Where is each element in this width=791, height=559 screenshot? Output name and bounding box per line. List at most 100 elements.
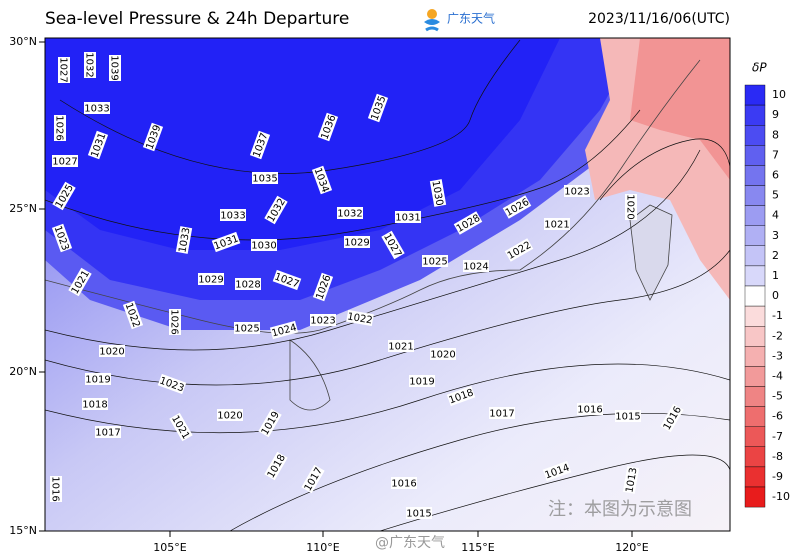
- isobar-label-bg: [430, 348, 456, 360]
- isobar-label-bg: [217, 409, 243, 421]
- isobar-label-bg: [264, 451, 288, 481]
- isobar-label-text: 1017: [95, 428, 120, 439]
- colorbar-cell: [744, 426, 766, 448]
- isobar-label-text: 1025: [234, 324, 259, 335]
- isobar-label-text: 1026: [169, 309, 180, 334]
- isobar-label-bg: [337, 207, 363, 219]
- isobar-label-text: 1020: [99, 347, 124, 358]
- isobar-label-bg: [87, 130, 109, 160]
- isobar-label-bg: [84, 52, 96, 78]
- lon-label: 115°E: [461, 541, 494, 554]
- isobar-label-text: 1019: [409, 377, 434, 388]
- lat-label: 30°N: [9, 35, 37, 48]
- isobar-label-bg: [446, 385, 476, 407]
- colorbar-cell: [744, 185, 766, 206]
- isobar-label-bg: [249, 130, 271, 160]
- colorbar-tick: 4: [772, 209, 779, 222]
- isobar-label-bg: [264, 195, 288, 225]
- colorbar-tick: -7: [772, 430, 783, 443]
- isobar-label-bg: [109, 55, 121, 81]
- colorbar-cell: [744, 104, 766, 126]
- isobar-label-text: 1023: [310, 316, 335, 327]
- isobar-label-text: 1031: [395, 213, 420, 224]
- isobar-label-text: 1035: [252, 174, 277, 185]
- colorbar-cell: [744, 285, 766, 307]
- isobar-label-bg: [502, 195, 532, 219]
- colorbar-tick: -3: [772, 349, 783, 362]
- isobar-label: 1016: [50, 476, 62, 502]
- isobar-label-bg: [52, 181, 76, 211]
- isobar-label-bg: [58, 57, 70, 83]
- isobar-label-bg: [51, 223, 73, 253]
- isobar-label-bg: [235, 278, 261, 290]
- colorbar-tick: -4: [772, 369, 783, 382]
- isobar-label-bg: [310, 314, 336, 326]
- isobar-label: 1033: [84, 102, 110, 115]
- isobar-label-text: 1016: [391, 479, 416, 490]
- isobar-label-bg: [157, 373, 187, 395]
- isobar-label-bg: [395, 211, 421, 223]
- brand: 广东天气: [447, 11, 495, 26]
- isobar-label-bg: [252, 172, 278, 184]
- isobar-label-bg: [122, 300, 144, 330]
- weibo-watermark: @广东天气: [375, 535, 445, 551]
- isobar-label-text: 1033: [220, 211, 245, 222]
- isobar-label: 1039: [109, 55, 121, 81]
- colorbar-tick: -1: [772, 309, 783, 322]
- isobar-label-text: 1029: [344, 238, 369, 249]
- lat-label: 15°N: [9, 524, 37, 537]
- isobar-label: 1028: [235, 278, 261, 291]
- isobar-label-bg: [234, 322, 260, 334]
- isobar-label: 1020: [217, 409, 243, 422]
- isobar-label-bg: [50, 476, 62, 502]
- isobar-label-text: 1032: [337, 209, 362, 220]
- isobar-label-bg: [84, 102, 110, 114]
- colorbar-tick: 5: [772, 189, 779, 202]
- lon-label: 110°E: [306, 541, 339, 554]
- colorbar-cell: [744, 486, 766, 508]
- isobar-label-text: 1030: [251, 241, 276, 252]
- colorbar-cell: [744, 225, 766, 246]
- isobar-label-text: 1024: [463, 262, 488, 273]
- isobar-label: 1030: [251, 239, 277, 252]
- isobar-label-bg: [489, 407, 515, 419]
- isobar-label: 1023: [310, 314, 336, 327]
- isobar-label-text: 1020: [430, 350, 455, 361]
- isobar-label: 1025: [422, 255, 448, 268]
- isobar-label-bg: [142, 122, 164, 152]
- isobar-label: 1025: [234, 322, 260, 335]
- isobar-label: 1031: [395, 211, 421, 224]
- colorbar-cell: [744, 305, 766, 327]
- isobar-label-bg: [269, 320, 299, 340]
- isobar-label: 1015: [615, 410, 641, 423]
- colorbar-cell: [744, 466, 766, 488]
- colorbar-tick: -8: [772, 450, 783, 463]
- colorbar-cell: [744, 245, 766, 267]
- colorbar-cell: [744, 265, 766, 287]
- isobar-label-bg: [422, 255, 448, 267]
- isobar-label-bg: [542, 460, 572, 482]
- isobar-label-bg: [409, 375, 435, 387]
- colorbar-tick: 7: [772, 148, 779, 161]
- isobar-label-text: 1013: [624, 467, 639, 494]
- isobar-label-bg: [175, 226, 193, 254]
- colorbar-tick: 6: [772, 168, 779, 181]
- colorbar-cell: [744, 446, 766, 468]
- isobar-label-text: 1015: [406, 509, 431, 520]
- isobar-label: 1022: [346, 309, 374, 327]
- isobar-label-bg: [95, 426, 121, 438]
- isobar-label-bg: [544, 218, 570, 230]
- isobar-label-bg: [198, 273, 224, 285]
- isobar-label-text: 1020: [217, 411, 242, 422]
- isobar-label: 1026: [169, 309, 181, 335]
- isobar-label: 1020: [99, 345, 125, 358]
- isobar-label-text: 1021: [388, 342, 413, 353]
- isobar-label-bg: [577, 403, 603, 415]
- colorbar-tick: -9: [772, 470, 783, 483]
- colorbar-tick: 1: [772, 269, 779, 282]
- colorbar-tick: 8: [772, 128, 779, 141]
- isobar-label-text: 1033: [84, 104, 109, 115]
- colorbar-tick: -6: [772, 410, 783, 423]
- isobar-label-bg: [258, 408, 282, 438]
